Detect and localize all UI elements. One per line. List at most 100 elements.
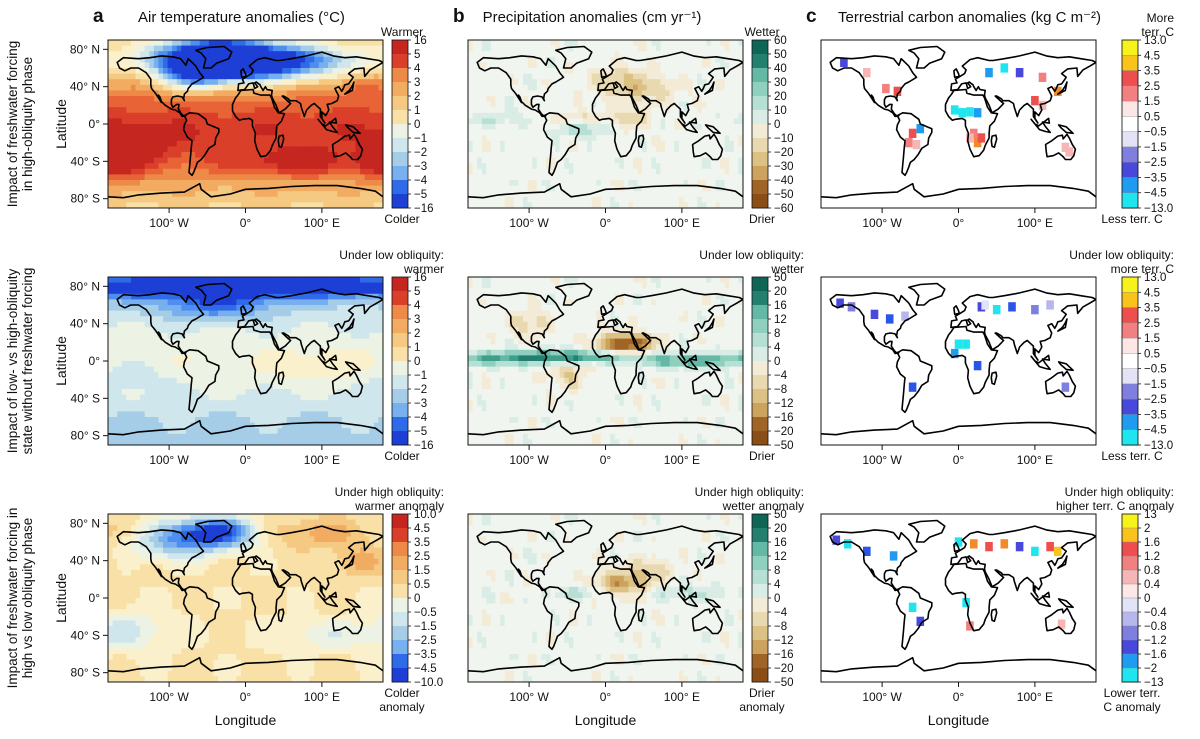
field-cell [332,174,338,181]
field-cell [112,299,118,306]
field-cell [250,140,256,147]
field-cell [364,321,370,328]
field-cell [564,146,570,153]
field-cell [523,124,529,131]
field-cell [555,152,561,159]
field-cell [268,349,274,356]
field-cell [360,68,366,75]
field-cell [240,202,247,208]
field-cell [126,338,132,345]
field-cell [250,333,256,340]
field-cell [733,40,740,47]
field-cell [149,96,155,103]
field-cell [660,68,666,75]
field-cell [167,333,173,340]
field-cell [240,349,247,356]
field-cell [332,68,338,75]
field-cell [518,185,524,192]
field-cell [268,157,274,164]
field-cell [254,288,260,295]
field-cell [559,90,565,97]
field-cell [614,163,620,170]
field-cell [523,196,529,203]
field-cell [282,140,288,147]
field-cell [323,310,329,317]
field-cell [720,45,726,52]
field-cell [518,196,524,203]
field-cell [245,174,251,181]
field-cell [655,40,662,47]
field-cell [541,152,547,159]
field-cell [596,180,602,187]
field-cell [163,377,169,384]
field-cell [523,51,529,58]
field-cell [126,45,132,52]
field-cell [355,84,361,91]
field-cell [619,112,625,119]
field-cell [172,146,178,153]
field-cell [254,101,260,108]
field-cell [208,327,215,334]
field-cell [108,282,114,289]
field-cell [369,51,375,58]
field-cell [346,327,352,334]
field-cell [295,51,302,58]
field-cell [149,288,155,295]
colorbar-bottom-label: Less terr. C [1101,212,1163,226]
field-cell [300,129,306,136]
field-cell [153,288,160,295]
field-cell [218,305,224,312]
field-cell [701,135,707,142]
field-cell [532,79,538,86]
field-cell [135,73,141,80]
field-cell [378,377,383,384]
field-cell [738,96,743,103]
field-cell [236,51,242,58]
field-cell [108,84,114,91]
field-cell [167,68,173,75]
field-cell [254,152,260,159]
field-cell [628,124,634,131]
field-cell [490,118,497,125]
field-cell [300,185,306,192]
field-cell [360,366,366,373]
field-cell [140,338,146,345]
field-cell [532,152,538,159]
field-cell [710,180,717,187]
field-cell [300,163,306,170]
field-cell [582,68,588,75]
field-cell [181,135,187,142]
field-cell [231,140,237,147]
field-cell [373,355,380,362]
field-cell [176,316,182,323]
field-cell [692,168,698,175]
field-cell [733,185,740,192]
field-cell [364,129,370,136]
field-cell [513,96,520,103]
field-cell [273,282,279,289]
field-cell [490,51,497,58]
colorbar-tick-label: −60 [774,203,794,215]
field-cell [190,180,196,187]
field-cell [259,288,265,295]
field-cell [318,118,325,125]
field-cell [628,180,634,187]
field-cell [527,174,533,181]
field-cell [227,202,233,208]
field-cell [472,157,478,164]
field-cell [231,202,237,208]
field-cell [495,124,501,131]
field-cell [112,366,118,373]
field-cell [291,40,297,47]
field-cell [587,174,593,181]
field-cell [167,202,173,208]
field-cell [587,118,593,125]
field-cell [130,157,137,164]
field-cell [518,135,524,142]
field-cell [121,135,127,142]
field-cell [153,277,160,284]
field-cell [578,107,584,114]
field-cell [314,40,320,47]
field-cell [346,96,352,103]
